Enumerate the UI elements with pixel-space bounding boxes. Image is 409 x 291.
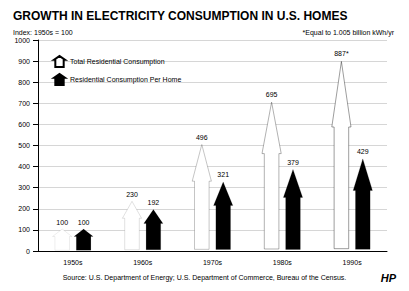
svg-text:496: 496: [196, 134, 208, 141]
svg-text:695: 695: [266, 91, 278, 98]
svg-text:GROWTH IN ELECTRICITY CONSUMPT: GROWTH IN ELECTRICITY CONSUMPTION IN U.S…: [13, 9, 347, 23]
svg-text:379: 379: [287, 159, 299, 166]
svg-text:100: 100: [56, 219, 68, 226]
svg-text:1970s: 1970s: [203, 259, 223, 266]
svg-text:Total Residential Consumption: Total Residential Consumption: [70, 58, 165, 66]
svg-text:1960s: 1960s: [133, 259, 153, 266]
svg-text:429: 429: [357, 148, 369, 155]
svg-text:Residential Consumption Per Ho: Residential Consumption Per Home: [70, 76, 181, 84]
svg-text:887*: 887*: [334, 50, 349, 57]
svg-text:*Equal to 1.005 billion kWh/yr: *Equal to 1.005 billion kWh/yr: [303, 29, 395, 37]
svg-text:0: 0: [26, 248, 30, 255]
svg-text:400: 400: [18, 163, 30, 170]
svg-text:Index: 1950s = 100: Index: 1950s = 100: [13, 29, 73, 36]
svg-text:800: 800: [18, 79, 30, 86]
svg-text:1990s: 1990s: [343, 259, 363, 266]
svg-text:500: 500: [18, 142, 30, 149]
svg-text:230: 230: [126, 191, 138, 198]
svg-text:Source: U.S. Department of Ene: Source: U.S. Department of Energy; U.S. …: [63, 274, 347, 282]
svg-text:200: 200: [18, 205, 30, 212]
svg-text:700: 700: [18, 100, 30, 107]
svg-text:321: 321: [217, 171, 229, 178]
svg-text:100: 100: [78, 219, 90, 226]
svg-text:100: 100: [18, 226, 30, 233]
svg-text:1950s: 1950s: [63, 259, 83, 266]
svg-text:300: 300: [18, 184, 30, 191]
svg-text:900: 900: [18, 58, 30, 65]
svg-text:1000: 1000: [14, 37, 30, 44]
svg-text:HP: HP: [381, 272, 397, 284]
svg-text:1980s: 1980s: [273, 259, 293, 266]
svg-text:192: 192: [148, 199, 160, 206]
svg-text:600: 600: [18, 121, 30, 128]
